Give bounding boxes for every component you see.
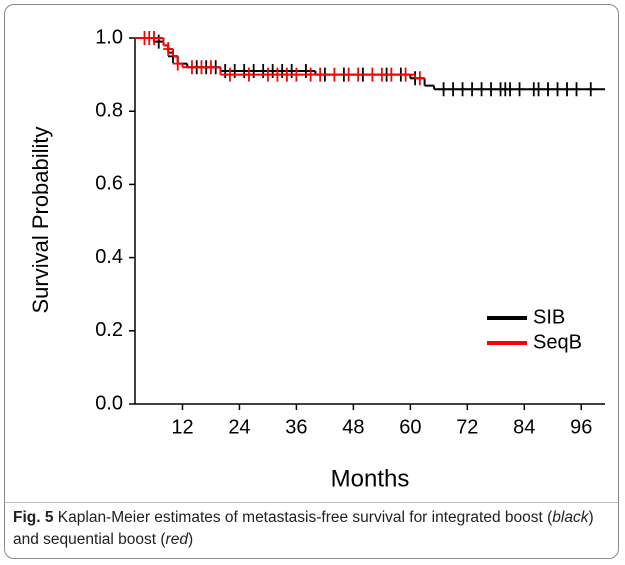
chart: Survival Probability Months 0.0 0.2 0.4 0.6… <box>28 26 605 492</box>
censor-mark <box>543 82 554 97</box>
censor-mark <box>172 56 183 71</box>
censor-mark <box>148 31 159 45</box>
censor-mark <box>448 82 459 97</box>
y-axis-label: Survival Probability <box>28 126 53 313</box>
censor-mark <box>239 63 250 78</box>
censor-mark <box>367 67 378 82</box>
censor-mark <box>196 60 207 75</box>
censor-mark <box>414 71 425 86</box>
x-tick-label: 60 <box>399 416 421 438</box>
censor-mark <box>400 67 411 82</box>
x-tick-label: 36 <box>285 416 307 438</box>
censor-mark <box>243 67 254 82</box>
censor-mark <box>224 67 235 82</box>
censor-mark <box>562 82 573 97</box>
censor-mark <box>585 82 596 97</box>
censor-mark <box>457 82 468 97</box>
legend-label: SeqB <box>533 331 582 353</box>
x-tick-label: 72 <box>456 416 478 438</box>
censor-mark <box>552 82 563 97</box>
censor-mark <box>386 67 397 82</box>
x-tick-label: 84 <box>513 416 535 438</box>
censor-mark <box>258 63 269 78</box>
y-tick-label: 0.2 <box>95 319 123 341</box>
figure: Survival Probability Months 0.0 0.2 0.4 0.6… <box>4 4 619 559</box>
censor-mark <box>277 63 288 78</box>
x-axis-label: Months <box>331 465 410 492</box>
x-tick-label: 24 <box>228 416 250 438</box>
censor-mark <box>248 63 259 78</box>
caption-text: ) <box>187 531 194 548</box>
x-tick-label: 96 <box>570 416 592 438</box>
censor-mark <box>262 67 273 82</box>
y-tick-label: 0.4 <box>95 246 123 268</box>
censor-mark <box>467 82 478 97</box>
legend-label: SIB <box>533 306 565 328</box>
censor-mark <box>533 82 544 97</box>
censor-mark <box>205 60 216 75</box>
censor-mark <box>476 82 487 97</box>
y-tick-label: 0.0 <box>95 392 123 414</box>
caption-text: black <box>552 509 589 526</box>
censor-mark <box>376 67 387 82</box>
censor-mark <box>514 82 525 97</box>
caption-label: Fig. 5 <box>13 509 54 526</box>
censor-mark <box>186 60 197 75</box>
censor-mark <box>286 63 297 78</box>
censor-mark <box>229 63 240 78</box>
censor-mark <box>486 82 497 97</box>
censor-mark <box>438 82 449 97</box>
caption-text: red <box>165 531 188 548</box>
censor-mark <box>153 34 164 49</box>
censor-mark <box>315 67 326 82</box>
censor-mark <box>329 67 340 82</box>
censor-mark <box>505 82 516 97</box>
censor-mark <box>571 82 582 97</box>
censor-mark <box>267 63 278 78</box>
censor-mark <box>305 67 316 82</box>
censor-mark <box>291 67 302 82</box>
censor-mark <box>353 67 364 82</box>
censor-mark <box>163 41 174 56</box>
censor-mark <box>343 67 354 82</box>
censor-mark <box>281 67 292 82</box>
caption: Fig. 5 Kaplan-Meier estimates of metasta… <box>5 502 618 555</box>
x-tick-label: 48 <box>342 416 364 438</box>
censor-mark <box>272 67 283 82</box>
x-tick-label: 12 <box>171 416 193 438</box>
y-tick-label: 0.6 <box>95 173 123 195</box>
censor-mark <box>220 63 231 78</box>
caption-text: ) and sequential boost ( <box>13 509 594 548</box>
caption-text: Kaplan-Meier estimates of metastasis-fre… <box>57 509 553 526</box>
y-tick-label: 1.0 <box>95 26 123 48</box>
censor-mark <box>300 63 311 78</box>
y-tick-label: 0.8 <box>95 99 123 121</box>
